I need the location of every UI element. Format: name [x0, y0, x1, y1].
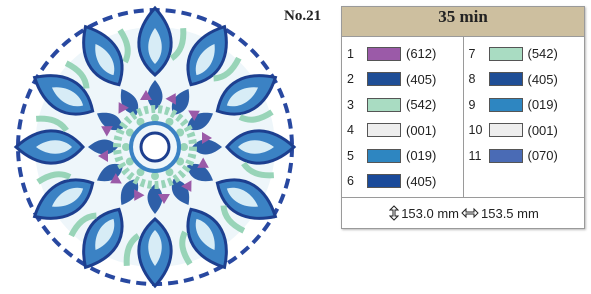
- thread-code: (542): [406, 97, 436, 112]
- thread-row: 10 (001): [464, 118, 585, 144]
- page: No.21 35 min 1 (612) 2 (405) 3 (542) 4 (001) 5 (0…: [0, 0, 591, 294]
- design-number: No.21: [284, 8, 321, 25]
- thread-swatch: [367, 47, 401, 61]
- thread-swatch: [367, 174, 401, 188]
- thread-code: (405): [406, 174, 436, 189]
- thread-number: 11: [464, 149, 489, 163]
- thread-column: 1 (612) 2 (405) 3 (542) 4 (001) 5 (019) 6 (405): [342, 37, 463, 197]
- thread-list: 1 (612) 2 (405) 3 (542) 4 (001) 5 (019) 6 (405) 7 (5…: [342, 37, 584, 198]
- thread-code: (612): [406, 46, 436, 61]
- thread-row: 5 (019): [342, 143, 463, 169]
- thread-swatch: [367, 149, 401, 163]
- thread-code: (405): [528, 72, 558, 87]
- thread-card: 35 min 1 (612) 2 (405) 3 (542) 4 (001) 5 (019) 6 (4…: [341, 6, 585, 229]
- thread-code: (001): [528, 123, 558, 138]
- thread-code: (070): [528, 148, 558, 163]
- width-icon: [461, 207, 479, 219]
- thread-row: 11 (070): [464, 143, 585, 169]
- thread-code: (405): [406, 72, 436, 87]
- thread-row: 6 (405): [342, 169, 463, 195]
- height: 153.0 mm: [401, 206, 459, 221]
- thread-number: 8: [464, 72, 489, 86]
- thread-number: 2: [342, 72, 367, 86]
- thread-code: (542): [528, 46, 558, 61]
- thread-number: 5: [342, 149, 367, 163]
- thread-column: 7 (542) 8 (405) 9 (019) 10 (001) 11 (070): [463, 37, 585, 197]
- thread-swatch: [489, 72, 523, 86]
- thread-number: 9: [464, 98, 489, 112]
- thread-swatch: [489, 47, 523, 61]
- thread-number: 6: [342, 174, 367, 188]
- thread-number: 3: [342, 98, 367, 112]
- thread-swatch: [367, 123, 401, 137]
- thread-row: 7 (542): [464, 41, 585, 67]
- thread-swatch: [367, 98, 401, 112]
- thread-row: 8 (405): [464, 67, 585, 93]
- thread-swatch: [489, 98, 523, 112]
- thread-row: 1 (612): [342, 41, 463, 67]
- width: 153.5 mm: [481, 206, 539, 221]
- thread-code: (019): [528, 97, 558, 112]
- thread-row: 4 (001): [342, 118, 463, 144]
- thread-code: (001): [406, 123, 436, 138]
- thread-number: 10: [464, 123, 489, 137]
- stitch-time: 35 min: [342, 7, 584, 37]
- thread-row: 9 (019): [464, 92, 585, 118]
- height-icon: [389, 205, 399, 221]
- thread-code: (019): [406, 148, 436, 163]
- mandala-image: [0, 0, 320, 294]
- thread-row: 2 (405): [342, 67, 463, 93]
- thread-number: 4: [342, 123, 367, 137]
- thread-row: 3 (542): [342, 92, 463, 118]
- thread-swatch: [489, 149, 523, 163]
- thread-number: 1: [342, 47, 367, 61]
- thread-swatch: [367, 72, 401, 86]
- thread-swatch: [489, 123, 523, 137]
- design-size: 153.0 mm 153.5 mm: [342, 198, 584, 228]
- thread-number: 7: [464, 47, 489, 61]
